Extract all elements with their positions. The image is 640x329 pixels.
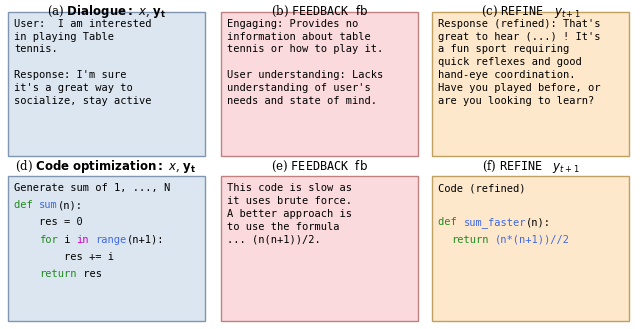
Text: This code is slow as
it uses brute force.
A better approach is
to use the formul: This code is slow as it uses brute force… bbox=[227, 183, 352, 244]
Text: Code (refined): Code (refined) bbox=[438, 183, 526, 193]
FancyBboxPatch shape bbox=[8, 12, 205, 156]
Text: (b) $\mathtt{FEEDBACK}$  $\mathrm{fb}$: (b) $\mathtt{FEEDBACK}$ $\mathrm{fb}$ bbox=[271, 4, 368, 19]
Text: res += i: res += i bbox=[14, 252, 114, 262]
Text: (n*(n+1))//2: (n*(n+1))//2 bbox=[495, 235, 570, 244]
Text: (e) $\mathtt{FEEDBACK}$  $\mathrm{fb}$: (e) $\mathtt{FEEDBACK}$ $\mathrm{fb}$ bbox=[271, 159, 368, 174]
Text: Generate sum of 1, ..., N: Generate sum of 1, ..., N bbox=[14, 183, 170, 193]
Text: res = 0: res = 0 bbox=[14, 217, 83, 227]
Text: res: res bbox=[77, 269, 102, 279]
Text: def: def bbox=[438, 217, 463, 227]
Text: for: for bbox=[39, 235, 58, 244]
Text: in: in bbox=[77, 235, 89, 244]
Text: (n):: (n): bbox=[526, 217, 551, 227]
Text: (d) $\mathbf{Code\ optimization:}$ $x$, $\mathbf{y_t}$: (d) $\mathbf{Code\ optimization:}$ $x$, … bbox=[15, 158, 197, 175]
Text: User:  I am interested
in playing Table
tennis.

Response: I'm sure
it's a great: User: I am interested in playing Table t… bbox=[14, 19, 152, 106]
Text: (c) $\mathtt{REFINE}$   $y_{t+1}$: (c) $\mathtt{REFINE}$ $y_{t+1}$ bbox=[481, 3, 580, 20]
Text: sum_faster: sum_faster bbox=[463, 217, 526, 228]
Text: i: i bbox=[58, 235, 77, 244]
FancyBboxPatch shape bbox=[221, 12, 418, 156]
Text: (a) $\mathbf{Dialogue:}$ $x$, $\mathbf{y_t}$: (a) $\mathbf{Dialogue:}$ $x$, $\mathbf{y… bbox=[47, 3, 166, 20]
Text: (n):: (n): bbox=[58, 200, 83, 210]
Text: (n+1):: (n+1): bbox=[127, 235, 164, 244]
Text: Response (refined): That's
great to hear (...) ! It's
a fun sport requiring
quic: Response (refined): That's great to hear… bbox=[438, 19, 601, 106]
Text: def: def bbox=[14, 200, 39, 210]
Text: sum: sum bbox=[39, 200, 58, 210]
Text: return: return bbox=[451, 235, 488, 244]
FancyBboxPatch shape bbox=[8, 176, 205, 321]
Text: (f) $\mathtt{REFINE}$   $y_{t+1}$: (f) $\mathtt{REFINE}$ $y_{t+1}$ bbox=[482, 158, 579, 175]
FancyBboxPatch shape bbox=[221, 176, 418, 321]
FancyBboxPatch shape bbox=[432, 176, 629, 321]
FancyBboxPatch shape bbox=[432, 12, 629, 156]
Text: return: return bbox=[39, 269, 77, 279]
Text: range: range bbox=[95, 235, 127, 244]
Text: Engaging: Provides no
information about table
tennis or how to play it.

User un: Engaging: Provides no information about … bbox=[227, 19, 383, 106]
